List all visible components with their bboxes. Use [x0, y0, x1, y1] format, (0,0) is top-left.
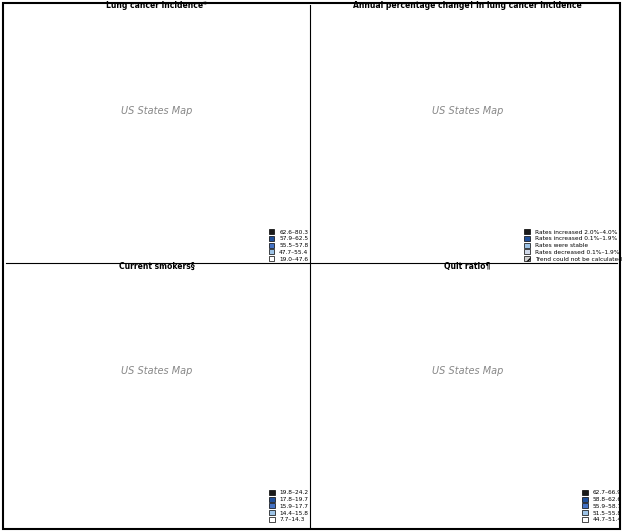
Title: Lung cancer incidence*: Lung cancer incidence* [107, 1, 207, 10]
Legend: 19.8–24.2, 17.8–19.7, 15.9–17.7, 14.4–15.8, 7.7–14.3: 19.8–24.2, 17.8–19.7, 15.9–17.7, 14.4–15… [268, 489, 310, 523]
Legend: 62.7–66.9, 58.8–62.6, 55.9–58.7, 51.5–55.8, 44.7–51.4: 62.7–66.9, 58.8–62.6, 55.9–58.7, 51.5–55… [581, 489, 623, 523]
Text: US States Map: US States Map [432, 367, 503, 376]
Legend: 62.6–80.3, 57.9–62.5, 55.5–57.8, 47.7–55.4, 19.0–47.6: 62.6–80.3, 57.9–62.5, 55.5–57.8, 47.7–55… [267, 228, 310, 263]
Text: US States Map: US States Map [121, 106, 193, 115]
Text: US States Map: US States Map [121, 367, 193, 376]
Title: Quit ratio¶: Quit ratio¶ [444, 262, 490, 271]
Title: Annual percentage change† in lung cancer incidence: Annual percentage change† in lung cancer… [353, 1, 582, 10]
Text: US States Map: US States Map [432, 106, 503, 115]
Legend: Rates increased 2.0%–4.0%, Rates increased 0.1%–1.9%, Rates were stable, Rates d: Rates increased 2.0%–4.0%, Rates increas… [523, 228, 623, 263]
Title: Current smokers§: Current smokers§ [119, 262, 195, 271]
